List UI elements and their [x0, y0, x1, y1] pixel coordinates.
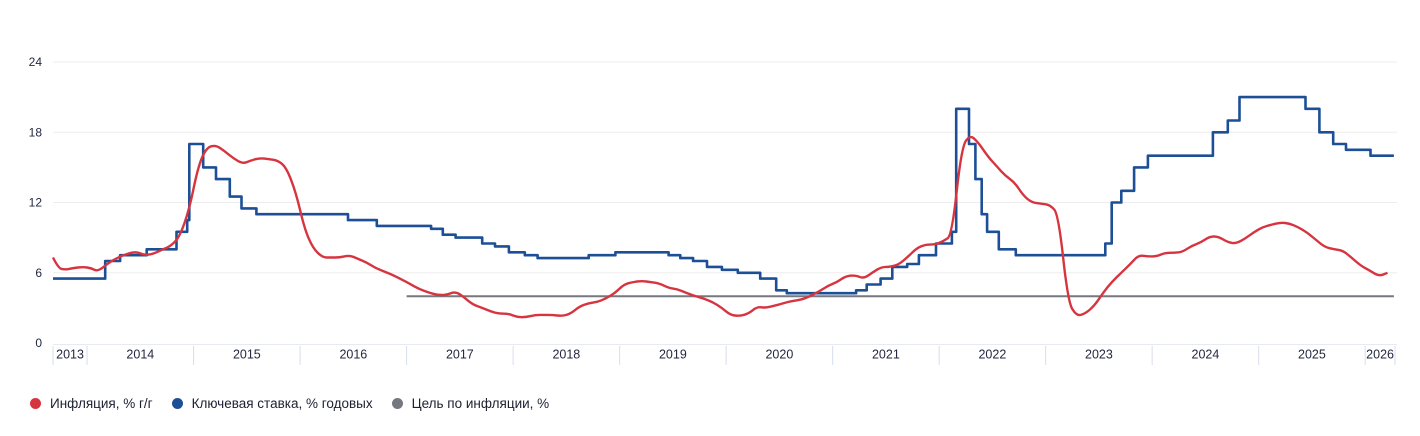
x-tick-label-2015: 2015 — [233, 348, 261, 362]
y-tick-label-12: 12 — [29, 196, 43, 210]
y-tick-label-6: 6 — [35, 266, 42, 280]
inflation-line[interactable] — [51, 135, 1388, 319]
legend-label-inflation-target: Цель по инфляции, % — [411, 396, 550, 411]
legend-label-key-rate: Ключевая ставка, % годовых — [191, 396, 373, 411]
plot-area[interactable] — [53, 40, 1395, 343]
x-tick-label-2022: 2022 — [978, 348, 1006, 362]
x-tick-label-2026: 2026 — [1366, 348, 1394, 362]
x-tick-label-2016: 2016 — [339, 348, 367, 362]
x-tick-label-2021: 2021 — [872, 348, 900, 362]
x-tick-label-2019: 2019 — [659, 348, 687, 362]
y-tick-label-0: 0 — [35, 336, 42, 350]
inflation-target-legend-dot-icon — [391, 398, 403, 410]
x-tick-label-2024: 2024 — [1192, 348, 1220, 362]
inflation-legend-dot-icon — [30, 398, 41, 410]
y-tick-label-18: 18 — [29, 125, 43, 139]
chart-legend: Инфляция, % г/г Ключевая ставка, % годов… — [30, 397, 549, 411]
x-tick-label-2013: 2013 — [56, 348, 84, 362]
legend-label-inflation: Инфляция, % г/г — [50, 396, 153, 411]
key-rate-legend-dot-icon — [171, 398, 183, 410]
key-rate-line[interactable] — [53, 95, 1394, 295]
y-tick-label-24: 24 — [29, 55, 43, 69]
legend-item-inflation-target[interactable]: Цель по инфляции, % — [391, 396, 550, 411]
x-tick-label-2023: 2023 — [1085, 348, 1113, 362]
legend-item-key-rate[interactable]: Ключевая ставка, % годовых — [171, 396, 373, 411]
x-tick-label-2018: 2018 — [552, 348, 580, 362]
x-tick-label-2014: 2014 — [126, 348, 154, 362]
legend-item-inflation[interactable]: Инфляция, % г/г — [30, 397, 153, 411]
x-tick-label-2020: 2020 — [765, 348, 793, 362]
x-tick-label-2025: 2025 — [1298, 348, 1326, 362]
x-tick-label-2017: 2017 — [446, 348, 474, 362]
